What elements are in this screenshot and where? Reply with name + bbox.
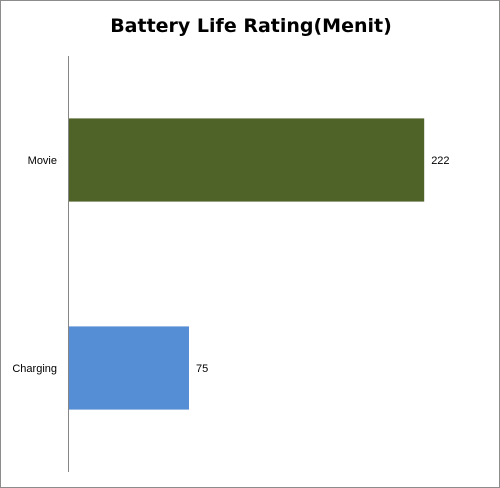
chart-title: Battery Life Rating(Menit) — [110, 15, 392, 37]
category-label-movie: Movie — [28, 155, 57, 167]
bar-movie — [69, 118, 425, 202]
data-label-charging: 75 — [196, 363, 208, 375]
bar-charging — [69, 326, 189, 410]
data-label-movie: 222 — [431, 155, 449, 167]
category-label-charging: Charging — [12, 363, 57, 375]
